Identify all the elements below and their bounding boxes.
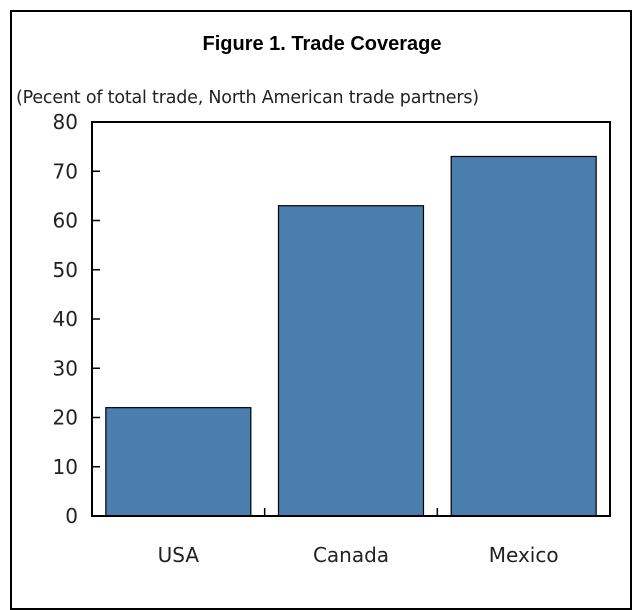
- x-tick-label: Mexico: [489, 543, 559, 567]
- plot-area-frame: [91, 121, 611, 517]
- y-tick-label: 10: [53, 455, 78, 479]
- bar-canada: [277, 205, 425, 517]
- x-axis-ticks: [263, 508, 439, 516]
- x-tick-label: USA: [158, 543, 200, 567]
- chart-subtitle: (Pecent of total trade, North American t…: [16, 88, 479, 108]
- y-tick-label: 60: [53, 209, 78, 233]
- y-tick-label: 80: [53, 110, 78, 134]
- bar-mexico: [450, 155, 597, 517]
- bar-usa: [105, 407, 252, 517]
- bars: [105, 155, 597, 517]
- y-axis-ticks: 0 10 20 30 40 50 60 70 80: [53, 110, 100, 528]
- x-tick-label: Canada: [313, 543, 389, 567]
- y-tick-label: 20: [53, 406, 78, 430]
- y-tick-label: 40: [53, 307, 78, 331]
- y-tick-label: 30: [53, 356, 78, 380]
- x-axis-labels: USA Canada Mexico: [158, 543, 559, 567]
- y-tick-label: 70: [53, 159, 78, 183]
- y-tick-label: 50: [53, 258, 78, 282]
- y-tick-label: 0: [65, 504, 78, 528]
- figure-title: Figure 1. Trade Coverage: [202, 33, 442, 55]
- bar-chart: 0 10 20 30 40 50 60 70 80 USA Canada Mexico: [53, 110, 611, 567]
